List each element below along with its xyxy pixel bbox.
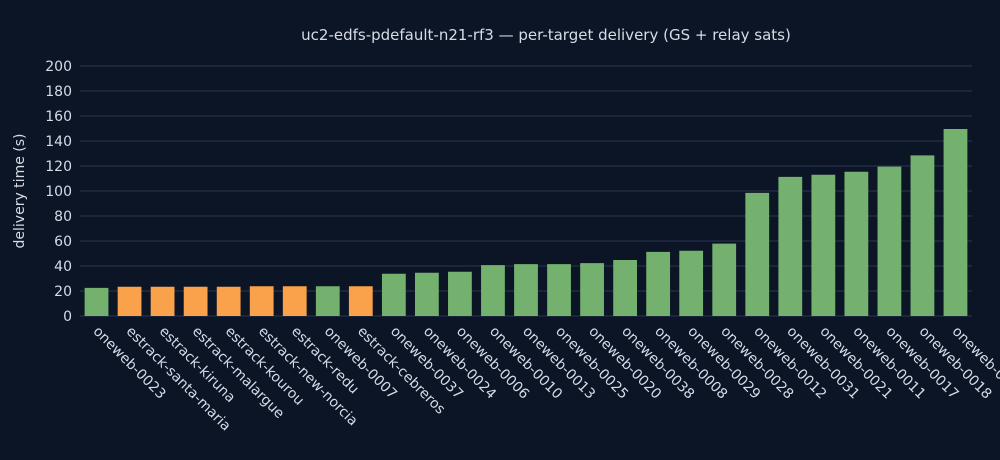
bar-oneweb-0024 xyxy=(414,272,439,316)
bar-estrack-redu xyxy=(282,286,307,316)
bar-oneweb-0027 xyxy=(943,129,968,316)
y-tick-label: 200 xyxy=(45,59,72,75)
y-axis-label: delivery time (s) xyxy=(12,134,28,249)
y-tick-label: 140 xyxy=(45,134,72,150)
bar-oneweb-0028 xyxy=(712,243,737,316)
y-tick-label: 80 xyxy=(54,209,72,225)
y-tick-label: 0 xyxy=(63,309,72,325)
bar-oneweb-0007 xyxy=(315,286,340,316)
y-tick-label: 20 xyxy=(54,284,72,300)
bar-oneweb-0011 xyxy=(844,171,869,316)
chart-title: uc2-edfs-pdefault-n21-rf3 — per-target d… xyxy=(301,26,791,44)
y-tick-label: 100 xyxy=(45,184,72,200)
bar-estrack-cebreros xyxy=(348,286,373,316)
bar-oneweb-0006 xyxy=(448,271,472,316)
bar-estrack-kourou xyxy=(216,286,241,316)
bar-oneweb-0008 xyxy=(646,251,671,316)
y-tick-label: 40 xyxy=(54,259,72,275)
bar-oneweb-0025 xyxy=(547,264,571,316)
bar-oneweb-0017 xyxy=(877,166,902,316)
bar-estrack-kiruna xyxy=(150,286,175,316)
bar-oneweb-0020 xyxy=(580,263,604,316)
bar-oneweb-0021 xyxy=(811,174,836,316)
bar-oneweb-0023 xyxy=(84,287,109,316)
bar-estrack-malargue xyxy=(183,286,208,316)
bar-oneweb-0037 xyxy=(381,273,406,316)
bar-oneweb-0029 xyxy=(679,250,704,316)
bar-oneweb-0038 xyxy=(613,260,638,316)
bar-oneweb-0013 xyxy=(514,264,538,316)
y-tick-label: 160 xyxy=(45,109,72,125)
y-tick-label: 60 xyxy=(54,234,72,250)
y-tick-label: 180 xyxy=(45,84,72,100)
bar-oneweb-0012 xyxy=(745,192,770,316)
y-tick-label: 120 xyxy=(45,159,72,175)
bar-estrack-santa-maria xyxy=(117,286,142,316)
bar-estrack-new-norcia xyxy=(249,286,274,316)
bar-oneweb-0018 xyxy=(910,155,935,316)
bar-oneweb-0031 xyxy=(778,176,803,316)
bar-oneweb-0010 xyxy=(481,265,505,316)
